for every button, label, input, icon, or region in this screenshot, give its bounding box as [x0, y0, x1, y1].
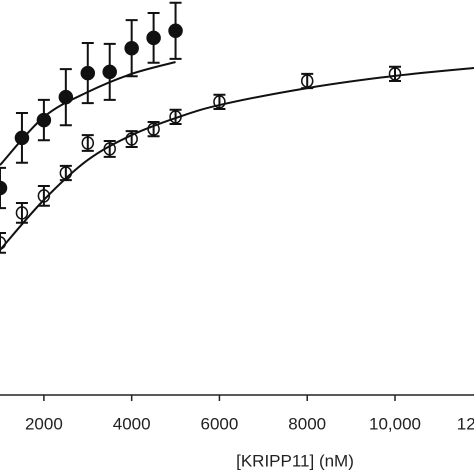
- data-point: [37, 189, 51, 203]
- data-point: [168, 23, 183, 39]
- data-point: [15, 206, 29, 220]
- x-tick-label: 8000: [288, 414, 326, 433]
- error-bar: [389, 65, 401, 82]
- x-tick-label: 10,000: [369, 414, 421, 433]
- data-point: [124, 40, 139, 56]
- error-bar: [147, 121, 160, 138]
- data-point: [388, 67, 402, 81]
- x-tick-label: 12,000: [457, 414, 474, 433]
- error-bar: [169, 108, 182, 126]
- data-point: [58, 89, 74, 105]
- data-point: [300, 74, 314, 88]
- error-bar: [59, 164, 72, 182]
- data-point: [14, 130, 30, 146]
- error-bar: [0, 166, 6, 210]
- data-point: [103, 142, 116, 156]
- data-point: [213, 95, 226, 109]
- x-axis-label: [KRIPP11] (nM): [236, 451, 354, 470]
- x-tick-label: 2000: [25, 414, 63, 433]
- data-point: [0, 180, 8, 196]
- error-bar: [0, 232, 6, 254]
- data-point: [59, 166, 73, 180]
- x-tick-label: 6000: [201, 414, 239, 433]
- data-point: [125, 132, 138, 146]
- data-point: [102, 64, 117, 80]
- data-point: [36, 112, 52, 128]
- error-bar: [213, 93, 226, 111]
- x-tick-label: 4000: [113, 414, 151, 433]
- data-point: [146, 30, 161, 46]
- data-point: [80, 65, 96, 81]
- error-bar: [301, 72, 314, 90]
- data-point: [0, 236, 7, 250]
- data-point: [169, 110, 182, 124]
- data-point: [147, 122, 160, 136]
- data-point: [81, 136, 95, 150]
- fit-curve: [0, 66, 474, 251]
